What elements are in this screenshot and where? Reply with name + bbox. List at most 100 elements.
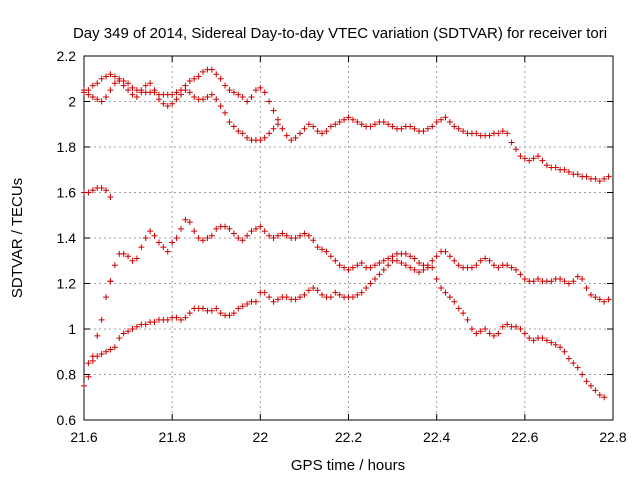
data-point — [133, 93, 140, 100]
data-point — [164, 103, 171, 110]
data-point — [204, 235, 211, 241]
data-point — [592, 387, 599, 394]
x-tick-label: 22.6 — [511, 429, 538, 445]
data-point — [314, 244, 321, 251]
data-point — [222, 109, 229, 116]
data-point — [596, 391, 603, 398]
data-point — [583, 285, 590, 292]
data-point — [429, 123, 436, 130]
data-point — [226, 225, 233, 232]
data-point — [257, 137, 264, 144]
data-point — [587, 291, 594, 298]
data-point — [138, 89, 145, 96]
data-point — [292, 235, 299, 241]
data-point — [305, 121, 312, 128]
data-point — [570, 278, 577, 285]
data-point — [574, 171, 581, 178]
data-point — [548, 278, 555, 285]
data-point — [226, 312, 233, 319]
data-point — [116, 78, 123, 85]
data-point — [107, 278, 114, 285]
data-point — [222, 223, 229, 230]
data-point — [270, 298, 277, 305]
y-tick-label: 1.8 — [57, 139, 77, 155]
data-point — [297, 232, 304, 239]
data-point — [129, 84, 136, 91]
data-point — [191, 228, 198, 235]
data-point — [226, 87, 233, 94]
data-point — [85, 189, 92, 196]
data-point — [596, 178, 603, 185]
data-point — [177, 225, 184, 232]
series-C — [81, 184, 612, 305]
data-point — [530, 278, 537, 285]
data-point — [354, 291, 361, 298]
data-point — [111, 80, 118, 87]
data-point — [98, 351, 105, 358]
data-point — [539, 157, 546, 164]
data-point — [186, 78, 193, 85]
data-point — [244, 232, 251, 239]
data-point — [173, 314, 180, 321]
data-point — [486, 330, 493, 337]
data-point — [125, 80, 132, 87]
chart-title: Day 349 of 2014, Sidereal Day-to-day VTE… — [73, 25, 607, 42]
data-point — [125, 253, 132, 260]
data-point — [195, 235, 202, 241]
data-point — [429, 257, 436, 264]
data-point — [230, 230, 237, 237]
data-point — [561, 278, 568, 285]
data-point — [314, 287, 321, 294]
data-point — [389, 123, 396, 130]
x-tick-label: 22.4 — [423, 429, 450, 445]
data-point — [270, 107, 277, 114]
data-point — [244, 98, 251, 105]
data-point — [574, 364, 581, 371]
data-point — [279, 125, 286, 132]
data-point — [433, 275, 440, 282]
data-point — [89, 93, 96, 100]
data-point — [283, 294, 290, 301]
data-point — [345, 266, 352, 273]
data-point — [89, 82, 96, 89]
data-point — [380, 257, 387, 264]
data-point — [526, 335, 533, 342]
data-point — [98, 184, 105, 191]
data-point — [398, 125, 405, 132]
data-point — [473, 262, 480, 269]
data-point — [208, 66, 215, 73]
data-point — [239, 130, 246, 137]
data-point — [217, 103, 224, 110]
data-point — [319, 246, 326, 253]
data-point — [358, 121, 365, 128]
data-point — [446, 118, 453, 125]
data-point — [305, 287, 312, 294]
data-point — [261, 89, 268, 96]
data-point — [248, 93, 255, 100]
data-point — [120, 82, 127, 89]
data-point — [455, 262, 462, 269]
data-point — [446, 253, 453, 260]
data-point — [208, 91, 215, 98]
data-point — [160, 100, 167, 107]
data-point — [402, 250, 409, 257]
data-point — [402, 262, 409, 269]
data-point — [116, 335, 123, 342]
data-point — [455, 125, 462, 132]
data-point — [416, 269, 423, 276]
data-point — [217, 310, 224, 317]
data-point — [380, 266, 387, 273]
data-point — [191, 75, 198, 82]
data-point — [416, 260, 423, 267]
data-point — [138, 244, 145, 251]
data-point — [552, 341, 559, 348]
y-axis-label: SDTVAR / TECUs — [9, 178, 26, 298]
data-point — [319, 130, 326, 137]
data-point — [557, 344, 564, 351]
data-point — [407, 123, 414, 130]
x-tick-label: 22 — [253, 429, 269, 445]
data-point — [565, 355, 572, 362]
x-axis-ticks: 21.6 21.8 22 22.2 22.4 22.6 22.8 — [70, 56, 627, 445]
data-point — [411, 255, 418, 262]
data-point — [177, 91, 184, 98]
